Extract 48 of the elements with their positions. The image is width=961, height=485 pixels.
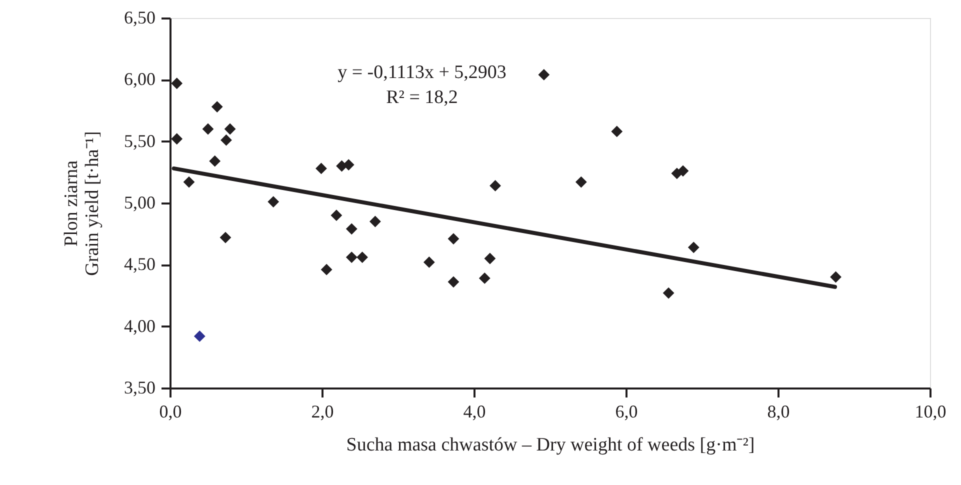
x-tick-label: 0,0 [159, 402, 182, 422]
point [448, 276, 460, 288]
point [220, 232, 232, 244]
x-tick-label: 8,0 [767, 402, 790, 422]
x-tick-label: 10,0 [914, 402, 946, 422]
y-tick-label: 4,50 [124, 254, 156, 274]
annotation: R² = 18,2 [386, 87, 458, 108]
point [171, 133, 183, 145]
annotation: y = -0,1113x + 5,2903 [338, 62, 506, 83]
point [316, 162, 327, 174]
y-tick-label: 6,00 [124, 69, 156, 90]
x-tick-label: 2,0 [311, 402, 334, 422]
point [346, 223, 358, 235]
point [346, 252, 358, 263]
point [611, 126, 623, 138]
x-tick-label: 4,0 [463, 402, 486, 422]
point [183, 176, 195, 188]
y-axis-title: Plon ziarna Grain yield [t·ha⁻¹] [61, 131, 103, 276]
y-tick-label: 4,00 [124, 316, 156, 336]
point [538, 69, 550, 80]
point [478, 272, 490, 284]
point [575, 176, 587, 188]
point [224, 123, 236, 135]
point [677, 165, 689, 177]
point [202, 123, 214, 135]
point [490, 180, 501, 192]
point [830, 271, 842, 283]
y-tick-label: 5,50 [124, 130, 156, 151]
y-tick-label: 6,50 [124, 8, 156, 28]
point [320, 264, 332, 276]
point [171, 78, 183, 90]
point [448, 233, 460, 244]
point [662, 287, 674, 299]
point [268, 196, 280, 208]
x-axis-title: Sucha masa chwastów – Dry weight of weeds [g·m⁻²] [346, 434, 755, 456]
point [356, 252, 368, 263]
point [370, 216, 381, 228]
point [423, 256, 435, 268]
point [484, 252, 496, 264]
point [194, 330, 206, 342]
point [220, 134, 232, 146]
x-tick-label: 6,0 [615, 402, 638, 422]
y-tick-label: 3,50 [124, 378, 156, 398]
y-tick-label: 5,00 [124, 192, 156, 212]
point [211, 101, 223, 112]
point [688, 242, 700, 254]
point [330, 210, 342, 222]
point [209, 155, 221, 167]
